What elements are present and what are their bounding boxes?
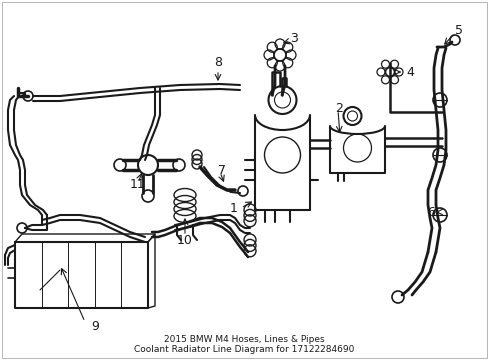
Text: 10: 10: [177, 234, 193, 247]
Text: 8: 8: [214, 55, 222, 68]
Text: 11: 11: [130, 179, 145, 192]
Text: 9: 9: [91, 320, 99, 333]
Text: 2015 BMW M4 Hoses, Lines & Pipes: 2015 BMW M4 Hoses, Lines & Pipes: [163, 336, 324, 345]
Text: 5: 5: [454, 23, 462, 36]
Text: 6: 6: [426, 206, 434, 219]
Text: Coolant Radiator Line Diagram for 17122284690: Coolant Radiator Line Diagram for 171222…: [134, 346, 353, 355]
Text: 4: 4: [405, 66, 413, 78]
Text: 2: 2: [334, 102, 342, 114]
Text: 1: 1: [230, 202, 238, 215]
Text: 3: 3: [289, 31, 297, 45]
Text: 7: 7: [218, 163, 225, 176]
